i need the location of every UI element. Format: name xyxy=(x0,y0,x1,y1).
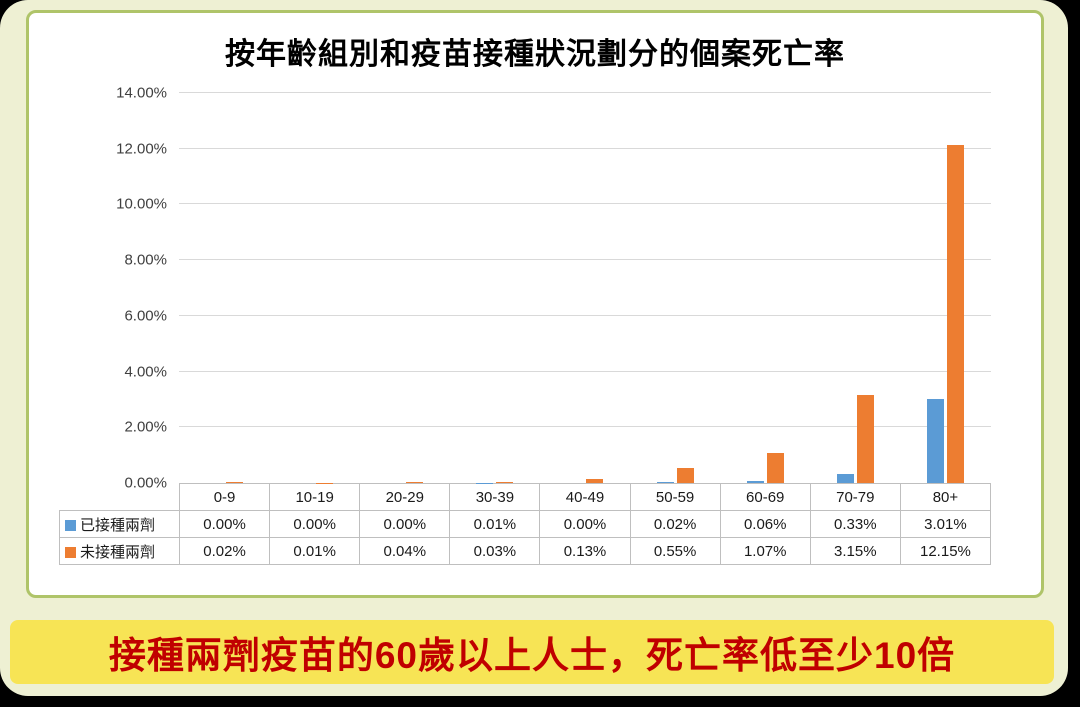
y-tick-label: 4.00% xyxy=(124,363,167,381)
gridline xyxy=(179,259,991,261)
bar-未接種兩劑-50-59 xyxy=(676,467,694,483)
value-cell: 0.01% xyxy=(269,537,361,565)
gridline xyxy=(179,314,991,316)
y-tick-label: 0.00% xyxy=(124,474,167,492)
category-header: 50-59 xyxy=(629,483,721,511)
gridline xyxy=(179,203,991,205)
page-background: 按年齡組別和疫苗接種狀況劃分的個案死亡率 0.00% 2.00% 4.00% 6.00… xyxy=(0,0,1068,696)
bar-未接種兩劑-30-39 xyxy=(496,482,514,483)
bar-group-50-59 xyxy=(630,93,720,483)
gridline xyxy=(179,147,991,149)
legend-cell: 已接種兩劑 xyxy=(59,510,180,538)
value-cell: 0.06% xyxy=(719,510,811,538)
bar-未接種兩劑-40-49 xyxy=(586,479,604,483)
gridline xyxy=(179,92,991,93)
bar-group-10-19 xyxy=(269,93,359,483)
bar-group-40-49 xyxy=(540,93,630,483)
bar-group-20-29 xyxy=(359,93,449,483)
bar-未接種兩劑-20-29 xyxy=(406,481,424,483)
bar-已接種兩劑-60-69 xyxy=(746,481,764,483)
chart-card: 按年齡組別和疫苗接種狀況劃分的個案死亡率 0.00% 2.00% 4.00% 6.00… xyxy=(26,10,1044,598)
banner: 接種兩劑疫苗的60歲以上人士，死亡率低至少10倍 xyxy=(10,620,1054,684)
legend-cell: 未接種兩劑 xyxy=(59,537,180,565)
bar-group-30-39 xyxy=(450,93,540,483)
gridline xyxy=(179,370,991,372)
y-tick-label: 8.00% xyxy=(124,251,167,269)
bar-未接種兩劑-80+ xyxy=(947,144,965,483)
bar-未接種兩劑-60-69 xyxy=(766,453,784,483)
category-header: 70-79 xyxy=(809,483,901,511)
legend-swatch-icon xyxy=(65,546,76,558)
category-header: 10-19 xyxy=(269,483,361,511)
value-cell: 0.13% xyxy=(539,537,631,565)
bar-已接種兩劑-70-79 xyxy=(837,473,855,483)
y-tick-label: 2.00% xyxy=(124,418,167,436)
value-cell: 0.33% xyxy=(809,510,901,538)
gridline xyxy=(179,426,991,428)
y-tick-label: 12.00% xyxy=(116,140,167,158)
plot-area xyxy=(179,92,991,483)
chart-title: 按年齡組別和疫苗接種狀況劃分的個案死亡率 xyxy=(225,38,845,71)
plot-row: 0.00% 2.00% 4.00% 6.00% 8.00% 10.00% 12.00% 14.… xyxy=(59,85,991,492)
bar-group-60-69 xyxy=(720,93,810,483)
bar-已接種兩劑-50-59 xyxy=(656,482,674,483)
value-cell: 0.00% xyxy=(539,510,631,538)
legend-label: 已接種兩劑 xyxy=(80,516,156,534)
bar-未接種兩劑-0-9 xyxy=(225,482,243,483)
banner-text: 接種兩劑疫苗的60歲以上人士，死亡率低至少10倍 xyxy=(108,635,956,676)
bar-group-70-79 xyxy=(811,93,901,483)
legend-label: 未接種兩劑 xyxy=(80,543,156,561)
category-header: 0-9 xyxy=(178,483,271,511)
category-header: 30-39 xyxy=(449,483,541,511)
data-table: 0-9 10-19 20-29 30-39 40-49 50-59 60-69 70-79 80… xyxy=(59,483,992,565)
y-tick-label: 14.00% xyxy=(116,84,167,102)
category-header: 60-69 xyxy=(719,483,811,511)
value-cell: 1.07% xyxy=(719,537,811,565)
value-cell: 3.01% xyxy=(899,510,992,538)
value-cell: 0.00% xyxy=(269,510,361,538)
value-cell: 0.02% xyxy=(629,510,721,538)
bar-未接種兩劑-70-79 xyxy=(857,395,875,483)
category-header: 20-29 xyxy=(359,483,451,511)
y-tick-label: 10.00% xyxy=(116,195,167,213)
value-cell: 0.01% xyxy=(449,510,541,538)
value-cell: 0.55% xyxy=(629,537,721,565)
bar-已接種兩劑-80+ xyxy=(927,399,945,483)
bar-group-80+ xyxy=(901,93,991,483)
legend-swatch-icon xyxy=(65,519,76,531)
value-cell: 0.02% xyxy=(178,537,271,565)
bar-group-0-9 xyxy=(179,93,269,483)
value-cell: 3.15% xyxy=(809,537,901,565)
value-cell: 12.15% xyxy=(899,537,992,565)
category-header: 40-49 xyxy=(539,483,631,511)
category-header: 80+ xyxy=(899,483,992,511)
chart: 0.00% 2.00% 4.00% 6.00% 8.00% 10.00% 12.00% 14.… xyxy=(59,85,992,565)
value-cell: 0.03% xyxy=(449,537,541,565)
value-cell: 0.00% xyxy=(178,510,271,538)
y-axis: 0.00% 2.00% 4.00% 6.00% 8.00% 10.00% 12.00% 14.… xyxy=(59,85,179,492)
value-cell: 0.04% xyxy=(359,537,451,565)
y-tick-label: 6.00% xyxy=(124,307,167,325)
value-cell: 0.00% xyxy=(359,510,451,538)
